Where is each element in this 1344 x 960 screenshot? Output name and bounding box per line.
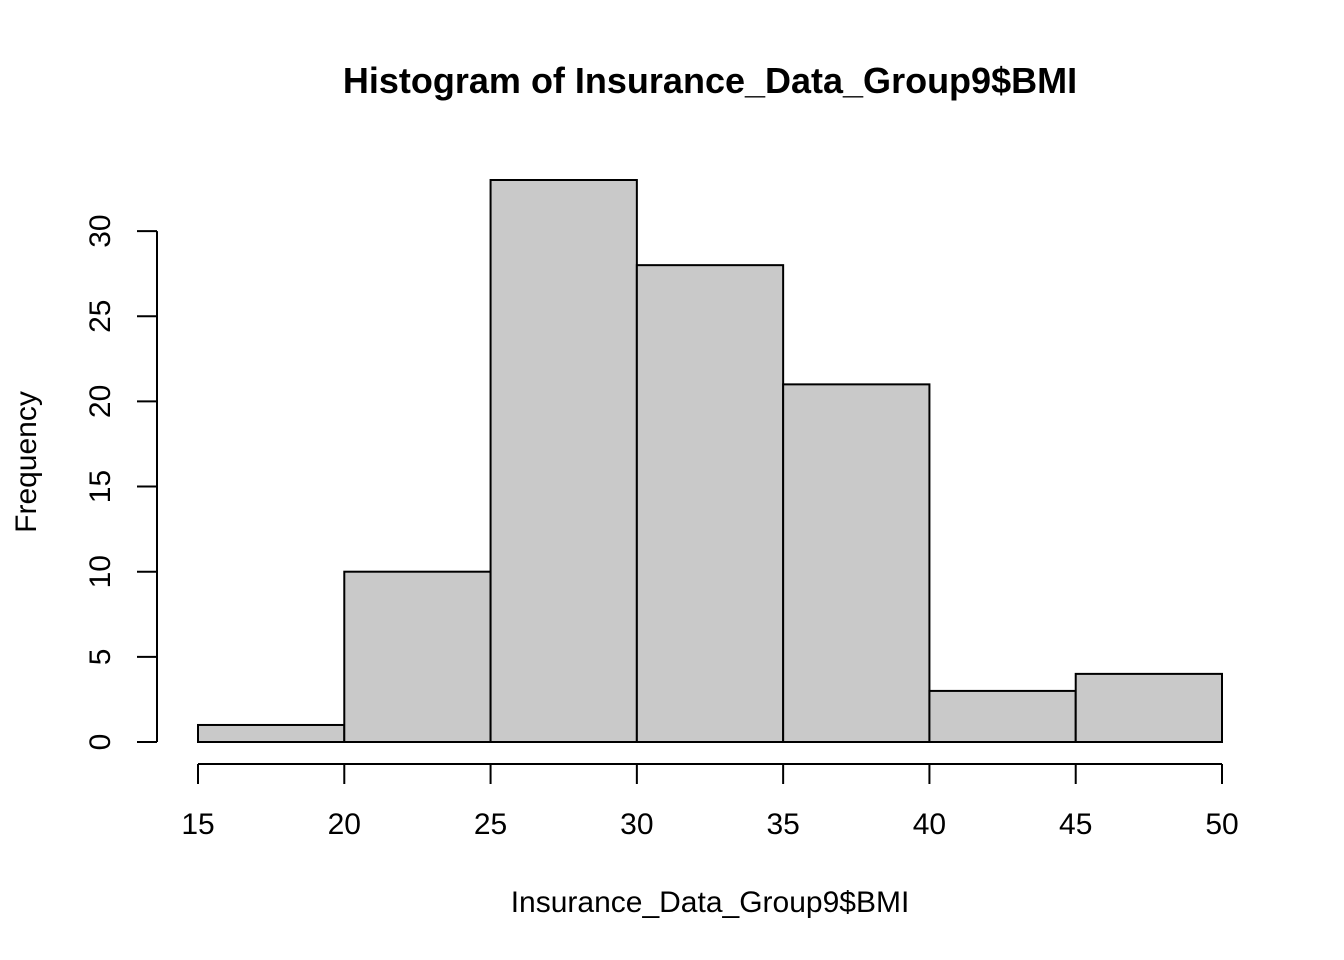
y-tick-label: 5	[84, 649, 117, 666]
histogram-bar	[197, 723, 346, 744]
x-tick-label: 25	[474, 808, 507, 841]
y-axis: 0 5 10 15 20 25 30	[84, 214, 158, 751]
y-tick-label: 25	[84, 300, 117, 333]
histogram-bar	[635, 264, 785, 743]
y-tick-label: 15	[84, 470, 117, 503]
y-axis-label: Frequency	[10, 391, 43, 533]
x-tick-label: 20	[328, 808, 361, 841]
x-tick-label: 45	[1059, 808, 1092, 841]
x-tick-label: 15	[181, 808, 214, 841]
y-tick-label: 10	[84, 555, 117, 588]
chart-title: Histogram of Insurance_Data_Group9$BMI	[343, 60, 1077, 101]
histogram-bar	[489, 179, 638, 743]
x-tick-label: 40	[913, 808, 946, 841]
x-axis-label: Insurance_Data_Group9$BMI	[511, 886, 910, 919]
x-axis: 15 20 25 30 35 40 45 50	[181, 763, 1239, 841]
x-tick-label: 30	[620, 808, 653, 841]
bars-group	[197, 179, 1223, 744]
y-tick-label: 20	[84, 385, 117, 418]
histogram-bar	[928, 689, 1077, 744]
histogram-bar	[782, 383, 931, 743]
x-tick-label: 35	[766, 808, 799, 841]
y-tick-label: 30	[84, 214, 117, 247]
y-tick-label: 0	[84, 734, 117, 751]
histogram-bar	[1074, 672, 1223, 743]
x-tick-label: 50	[1205, 808, 1238, 841]
histogram-bar	[343, 570, 492, 743]
